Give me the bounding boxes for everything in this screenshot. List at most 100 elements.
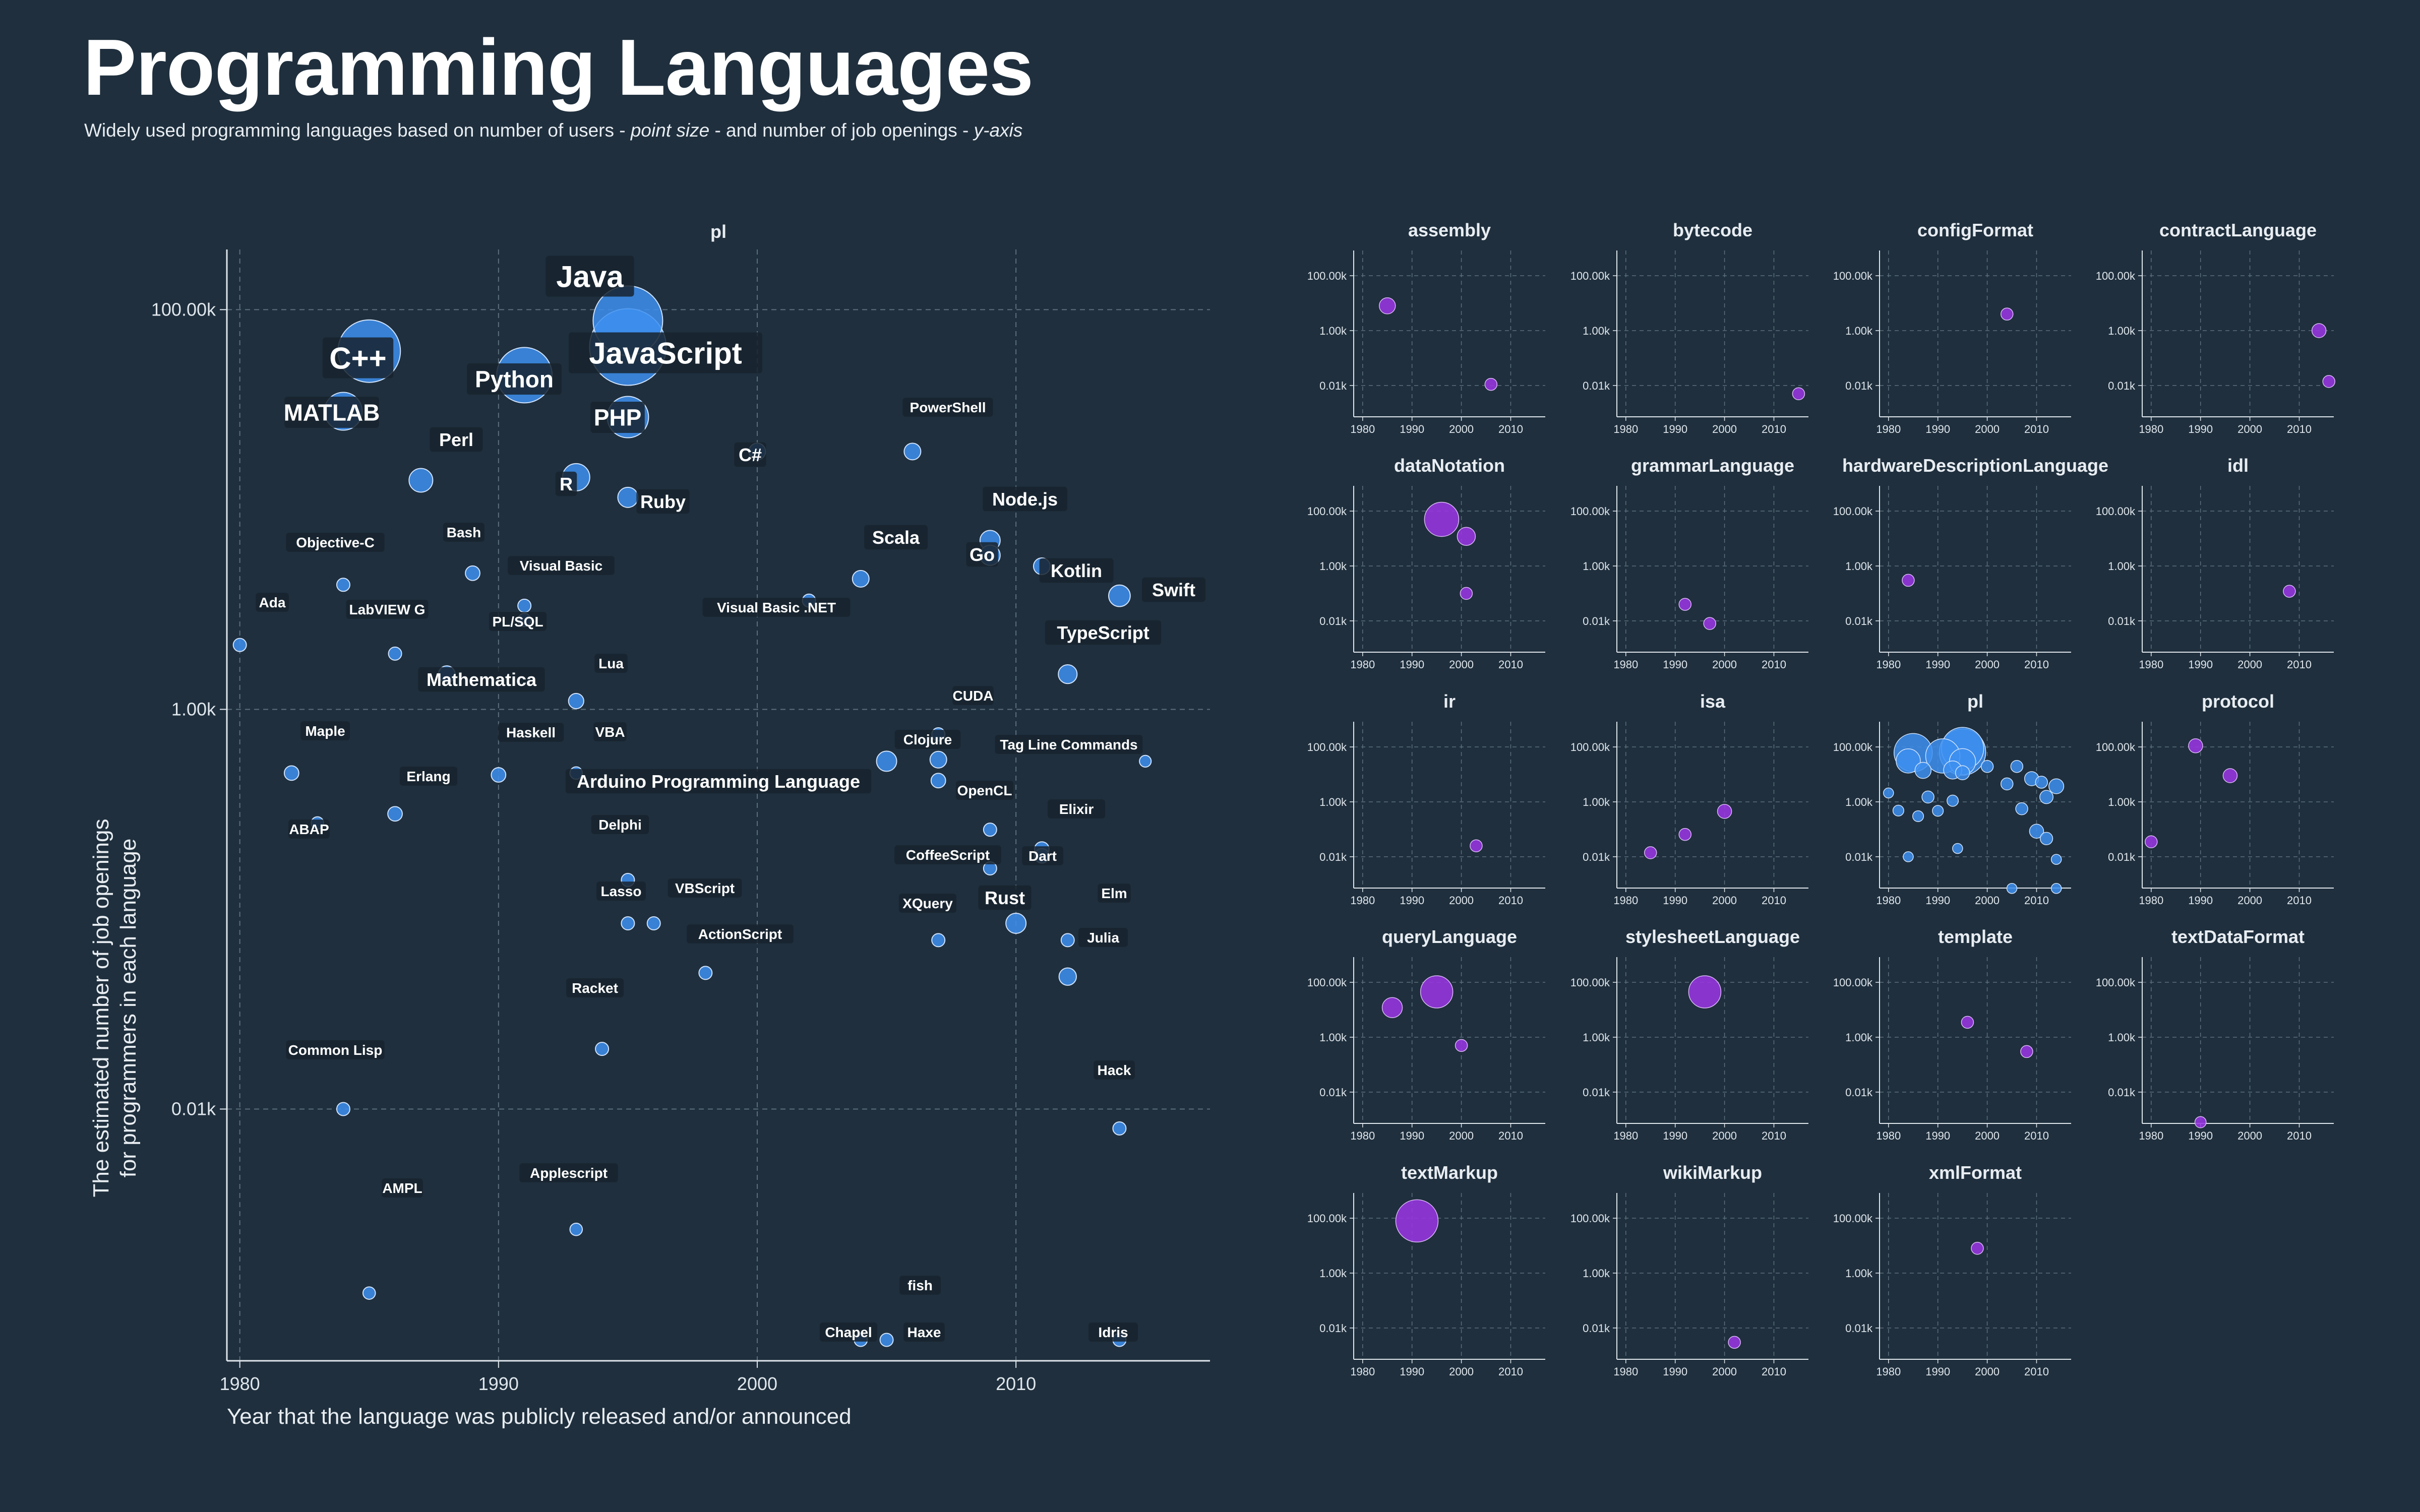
facet-x-tick-label: 1990 xyxy=(1925,658,1950,671)
facet-y-tick-label: 100.00k xyxy=(1570,1212,1610,1225)
facet-point xyxy=(1644,846,1657,859)
facet-x-tick-label: 1990 xyxy=(1400,1129,1424,1142)
facet-x-tick-label: 2000 xyxy=(1712,894,1737,907)
facet-x-tick-label: 1980 xyxy=(1350,894,1375,907)
facet-title: template xyxy=(1938,926,2013,947)
facet-x-tick-label: 1990 xyxy=(1400,658,1424,671)
facet-point xyxy=(2322,375,2335,388)
facet-x-tick-label: 1980 xyxy=(2139,423,2163,435)
data-label-group: Common Lisp xyxy=(286,1040,385,1059)
facet-x-tick-label: 1980 xyxy=(1876,1129,1901,1142)
facet-configFormat: configFormat 1980 1990 2000 2010 0.01k 1.00k 10… xyxy=(1833,220,2071,435)
data-label-bg xyxy=(591,815,649,834)
data-label: fish xyxy=(908,1278,933,1293)
point-racket xyxy=(595,1042,610,1056)
data-label-group: PowerShell xyxy=(902,398,993,417)
data-label: Swift xyxy=(1152,580,1195,600)
data-label: Maple xyxy=(305,723,345,739)
data-label: C++ xyxy=(329,342,386,375)
point-lua xyxy=(568,692,584,710)
data-label-bg xyxy=(1022,846,1063,865)
data-label-group: Racket xyxy=(566,978,624,997)
data-label: Hack xyxy=(1098,1062,1131,1078)
facet-title: wikiMarkup xyxy=(1663,1162,1762,1183)
facet-point xyxy=(1961,1016,1974,1029)
facet-point xyxy=(1921,790,1934,804)
facet-point xyxy=(2029,824,2044,839)
facet-x-tick-label: 2000 xyxy=(1712,423,1737,435)
data-label-group: Go xyxy=(966,542,998,567)
point-arduino-programming-language xyxy=(876,750,897,772)
facet-y-tick-label: 100.00k xyxy=(1570,270,1610,282)
data-label-bg xyxy=(1142,577,1205,602)
data-label-group: Lua xyxy=(594,654,628,673)
facet-assembly: assembly 1980 1990 2000 2010 0.01k 1.00k 100.00… xyxy=(1307,220,1545,435)
facet-x-tick-label: 1980 xyxy=(1350,1129,1375,1142)
data-label-bg xyxy=(288,820,330,839)
data-label-group: CoffeeScript xyxy=(894,845,1001,864)
facet-x-tick-label: 2010 xyxy=(1498,1129,1523,1142)
facet-point xyxy=(2222,768,2238,783)
facet-x-tick-label: 2000 xyxy=(2237,1129,2262,1142)
data-label: Ada xyxy=(259,595,286,610)
facet-x-tick-label: 1990 xyxy=(1663,658,1687,671)
facet-stylesheetLanguage: stylesheetLanguage 1980 1990 2000 2010 0.01k 1… xyxy=(1570,926,1808,1142)
facet-title: textMarkup xyxy=(1401,1162,1498,1183)
data-label-bg xyxy=(498,723,564,742)
data-label-bg xyxy=(566,978,624,997)
data-label-group: Elm xyxy=(1098,884,1131,903)
facet-x-tick-label: 1980 xyxy=(1876,894,1901,907)
facet-x-tick-label: 2000 xyxy=(1712,658,1737,671)
data-label-group: Haxe xyxy=(903,1322,945,1342)
point-visual-basic xyxy=(517,598,532,613)
facet-x-tick-label: 2000 xyxy=(1712,1365,1737,1378)
facet-y-tick-label: 1.00k xyxy=(1319,1031,1347,1044)
panel-title-pl: pl xyxy=(710,221,727,242)
data-label-bg xyxy=(1047,799,1106,818)
facet-y-tick-label: 0.01k xyxy=(1583,1322,1610,1335)
facet-point xyxy=(2188,738,2203,753)
facet-y-tick-label: 100.00k xyxy=(1570,741,1610,753)
data-label-bg xyxy=(1094,1060,1135,1080)
facet-point xyxy=(1728,1336,1741,1349)
data-label-bg xyxy=(322,337,394,379)
facet-y-tick-label: 100.00k xyxy=(1833,1212,1873,1225)
facet-x-tick-label: 1980 xyxy=(2139,1129,2163,1142)
data-label: Kotlin xyxy=(1051,560,1102,581)
data-label: Dart xyxy=(1028,848,1057,864)
facet-y-tick-label: 100.00k xyxy=(1833,976,1873,989)
subtitle-emphasis-size: point size xyxy=(630,120,710,141)
data-label: Python xyxy=(475,366,554,393)
facet-y-tick-label: 100.00k xyxy=(1833,505,1873,518)
data-label-group: CUDA xyxy=(952,686,994,705)
facet-y-tick-label: 100.00k xyxy=(1570,505,1610,518)
data-label: Scala xyxy=(872,527,920,548)
facet-x-tick-label: 2000 xyxy=(1712,1129,1737,1142)
y-tick-label: 100.00k xyxy=(151,299,216,320)
subtitle-text: - and number of job openings - xyxy=(709,120,974,141)
data-label-group: Ruby xyxy=(636,489,690,514)
data-label: Delphi xyxy=(598,817,642,833)
data-label-group: Tag Line Commands xyxy=(995,735,1143,754)
data-label-group: Scala xyxy=(864,525,928,550)
data-label-group: Visual Basic .NET xyxy=(702,598,851,617)
data-label-bg xyxy=(864,525,928,550)
data-label-group: Visual Basic xyxy=(508,556,615,575)
data-label-bg xyxy=(687,924,794,943)
facet-y-tick-label: 0.01k xyxy=(2108,1086,2136,1099)
facet-x-tick-label: 2010 xyxy=(2287,423,2312,435)
facet-x-tick-label: 2000 xyxy=(2237,658,2262,671)
data-label-bg xyxy=(593,722,627,741)
facet-point xyxy=(1914,762,1932,779)
facet-point xyxy=(2010,760,2024,773)
facet-x-tick-label: 2010 xyxy=(1498,658,1523,671)
data-label: Ruby xyxy=(640,491,686,512)
facet-x-tick-label: 2010 xyxy=(1762,1365,1786,1378)
data-label: PowerShell xyxy=(910,400,986,415)
facet-y-tick-label: 0.01k xyxy=(1583,615,1610,627)
data-label-bg xyxy=(952,686,994,705)
data-label-bg xyxy=(590,401,645,433)
facet-point xyxy=(1892,804,1904,816)
facet-title: bytecode xyxy=(1673,220,1752,240)
facet-x-tick-label: 1990 xyxy=(1925,894,1950,907)
